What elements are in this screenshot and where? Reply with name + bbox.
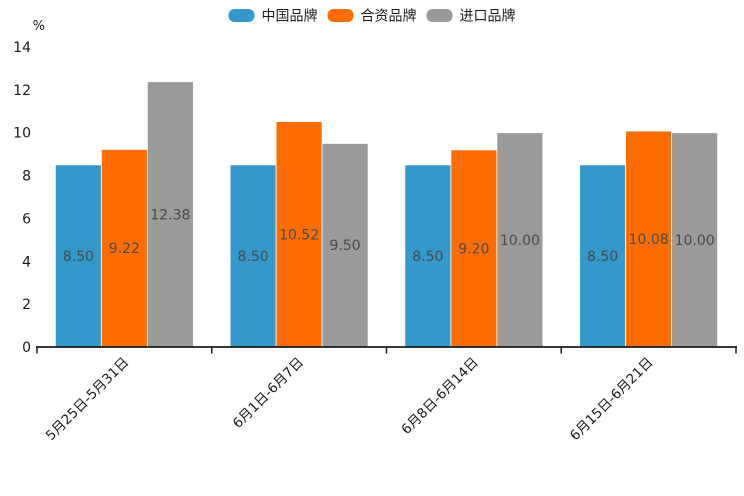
bar-1-0 bbox=[100, 149, 148, 348]
value-label-2-1: 9.50 bbox=[330, 238, 361, 254]
legend-label-0: 中国品牌 bbox=[262, 8, 318, 25]
bar-1-2 bbox=[450, 149, 498, 348]
value-label-0-1: 8.50 bbox=[238, 249, 269, 265]
bar-0-3 bbox=[579, 164, 627, 348]
y-tick-label-6: 12 bbox=[13, 83, 31, 99]
bar-2-3 bbox=[671, 132, 719, 348]
y-tick-label-1: 2 bbox=[22, 297, 31, 313]
legend-label-2: 进口品牌 bbox=[460, 8, 516, 25]
y-tick-label-0: 0 bbox=[22, 340, 31, 356]
value-label-1-0: 9.22 bbox=[109, 241, 140, 257]
bar-0-1 bbox=[229, 164, 277, 348]
x-axis-label-1: 6月1日-6月7日 bbox=[230, 355, 307, 432]
value-label-1-1: 10.52 bbox=[279, 227, 319, 243]
value-label-0-2: 8.50 bbox=[412, 249, 443, 265]
y-tick-label-4: 8 bbox=[22, 169, 31, 185]
bar-1-1 bbox=[275, 121, 323, 348]
y-tick-label-7: 14 bbox=[13, 40, 31, 56]
y-tick-label-2: 4 bbox=[22, 254, 31, 270]
legend-swatch-2 bbox=[426, 9, 453, 22]
value-label-2-3: 10.00 bbox=[675, 233, 715, 249]
value-label-2-0: 12.38 bbox=[150, 207, 190, 223]
x-axis-label-3: 6月15日-6月21日 bbox=[567, 355, 656, 444]
bar-2-0 bbox=[146, 81, 194, 348]
value-label-1-2: 9.20 bbox=[458, 241, 489, 257]
bar-0-0 bbox=[54, 164, 102, 348]
legend-swatch-1 bbox=[327, 9, 354, 22]
value-label-0-3: 8.50 bbox=[587, 249, 618, 265]
y-tick-label-3: 6 bbox=[22, 211, 31, 227]
y-axis-unit-label: % bbox=[33, 19, 45, 34]
legend-label-1: 合资品牌 bbox=[361, 8, 417, 25]
y-tick-label-5: 10 bbox=[13, 126, 31, 142]
bar-2-1 bbox=[321, 143, 369, 348]
value-label-0-0: 8.50 bbox=[63, 249, 94, 265]
value-label-2-2: 10.00 bbox=[500, 233, 540, 249]
value-label-1-3: 10.08 bbox=[629, 232, 669, 248]
legend-swatch-0 bbox=[228, 9, 255, 22]
x-axis-label-0: 5月25日-5月31日 bbox=[43, 355, 132, 444]
x-axis-label-2: 6月8日-6月14日 bbox=[398, 355, 481, 438]
